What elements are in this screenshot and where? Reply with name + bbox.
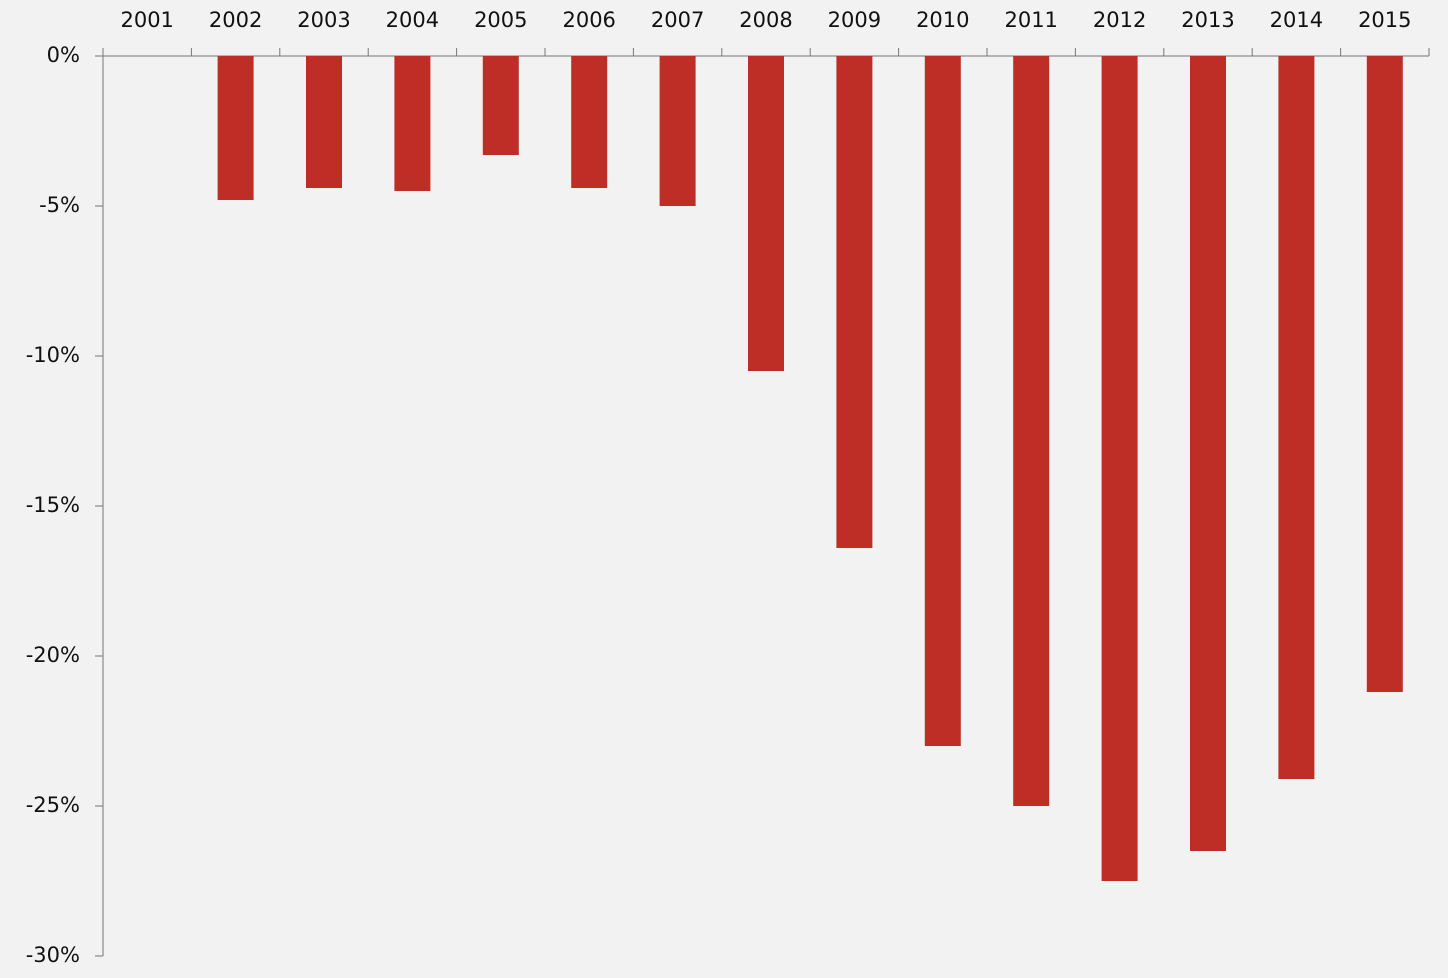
x-tick-label: 2005 bbox=[474, 8, 527, 32]
bar bbox=[748, 56, 784, 371]
bar bbox=[1366, 56, 1403, 692]
bar bbox=[394, 56, 431, 191]
y-tick-label: -20% bbox=[26, 643, 80, 667]
x-tick-label: 2010 bbox=[916, 8, 969, 32]
x-tick-label: 2003 bbox=[297, 8, 350, 32]
bar bbox=[836, 56, 873, 548]
bar bbox=[306, 56, 342, 188]
bar bbox=[1101, 56, 1138, 881]
x-tick-label: 2007 bbox=[651, 8, 704, 32]
bar bbox=[659, 56, 696, 206]
x-tick-label: 2009 bbox=[828, 8, 881, 32]
y-tick-label: -30% bbox=[26, 943, 80, 967]
y-tick-label: -15% bbox=[26, 493, 80, 517]
bar bbox=[217, 56, 254, 200]
x-tick-label: 2006 bbox=[562, 8, 615, 32]
y-tick-label: -25% bbox=[26, 793, 80, 817]
x-tick-label: 2004 bbox=[386, 8, 439, 32]
bar bbox=[924, 56, 961, 746]
bar bbox=[571, 56, 608, 188]
bar bbox=[1278, 56, 1315, 779]
x-tick-label: 2011 bbox=[1004, 8, 1057, 32]
x-tick-label: 2002 bbox=[209, 8, 262, 32]
y-tick-label: -5% bbox=[39, 193, 80, 217]
y-tick-label: 0% bbox=[47, 43, 80, 67]
x-tick-label: 2013 bbox=[1181, 8, 1234, 32]
bar bbox=[1190, 56, 1226, 851]
x-tick-label: 2015 bbox=[1358, 8, 1411, 32]
y-tick-label: -10% bbox=[26, 343, 80, 367]
x-tick-label: 2001 bbox=[120, 8, 173, 32]
x-tick-label: 2012 bbox=[1093, 8, 1146, 32]
bar bbox=[1013, 56, 1050, 806]
x-tick-label: 2008 bbox=[739, 8, 792, 32]
x-tick-label: 2014 bbox=[1270, 8, 1323, 32]
bar bbox=[482, 56, 519, 155]
